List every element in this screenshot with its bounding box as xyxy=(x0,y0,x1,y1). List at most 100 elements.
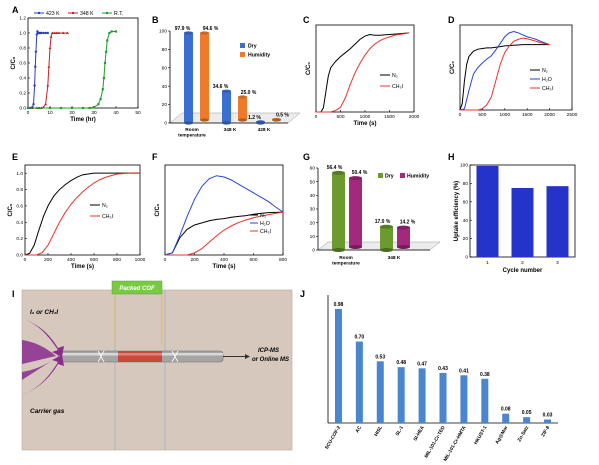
x-tick-label: 2000 xyxy=(544,112,555,118)
panel-letter-g: G xyxy=(303,152,310,162)
x-tick-label: 1 xyxy=(486,260,489,266)
x-tick-label: 2000 xyxy=(409,114,420,120)
bar-value-label: 56.4 % xyxy=(327,165,343,171)
x-tick-label: 1500 xyxy=(384,114,395,120)
x-tick-label: 200 xyxy=(44,257,52,263)
panel-letter-d: D xyxy=(448,15,455,25)
bar-value-label: 0.05 xyxy=(522,410,532,416)
carrier-arrow xyxy=(22,355,64,395)
legend-label: N₂ xyxy=(392,73,398,79)
x-tick-label: 0 xyxy=(24,257,27,263)
category-label: HISL xyxy=(373,425,384,438)
bar-value-label: 0.47 xyxy=(417,361,427,367)
data-point xyxy=(46,31,49,35)
bar-base xyxy=(238,118,247,122)
category-label: MIL-101-Cr-TED xyxy=(424,425,447,460)
panel-letter-f: F xyxy=(152,152,158,162)
series-line-2 xyxy=(165,211,284,256)
legend-label: N₃ xyxy=(260,213,266,219)
bar xyxy=(334,308,342,423)
y-tick-label: 40 xyxy=(162,84,168,90)
bar xyxy=(418,368,426,423)
data-point xyxy=(97,103,100,106)
bar-base xyxy=(332,248,345,252)
y-axis-label: C/C₀ xyxy=(155,203,161,216)
bar-base xyxy=(397,245,410,249)
bar-top xyxy=(380,224,393,229)
bar-base xyxy=(349,245,362,249)
y-tick-label: 0.2 xyxy=(16,236,23,242)
bar-value-label: 1.2 % xyxy=(248,115,261,121)
data-point xyxy=(48,46,52,49)
y-axis-label: C/C₀ xyxy=(8,203,14,216)
series-line-1 xyxy=(164,175,284,256)
legend-label: CH₃I xyxy=(260,229,271,235)
y-tick-label: 40 xyxy=(463,218,469,224)
y-axis-label: C/C₀ xyxy=(306,62,312,75)
bar-value-label: 0.53 xyxy=(375,354,385,360)
bar-value-label: 94.6 % xyxy=(203,26,219,32)
x-axis-label: Cycle number xyxy=(503,268,543,274)
data-point xyxy=(26,106,30,110)
x-tick-label: 500 xyxy=(478,112,486,118)
x-axis-label: Time (s) xyxy=(213,264,236,270)
carrier-label: Carrier gas xyxy=(30,408,65,415)
legend-label: CH₃I xyxy=(392,84,403,90)
x-tick-label: 1000 xyxy=(499,112,510,118)
plot-frame xyxy=(459,24,573,111)
legend-label: H₂O xyxy=(260,221,270,227)
bar-value-label: 97.9 % xyxy=(175,26,191,32)
y-tick-label: 1.2 xyxy=(19,16,26,22)
data-point xyxy=(59,106,63,110)
tube-packed-highlight xyxy=(118,353,162,356)
legend-label: CH₃I xyxy=(542,86,553,92)
bar xyxy=(476,165,499,257)
data-point xyxy=(42,31,45,35)
panel-letter-h: H xyxy=(448,152,455,162)
y-tick-label: 100 xyxy=(460,163,468,169)
x-tick-label: 800 xyxy=(279,257,287,263)
y-tick-label: 0.4 xyxy=(16,220,23,226)
bar xyxy=(332,172,345,250)
data-point xyxy=(66,31,69,34)
bar xyxy=(511,188,534,257)
y-tick-label: 40 xyxy=(310,193,316,199)
data-point xyxy=(44,31,47,35)
category-label: Room xyxy=(185,127,199,133)
x-tick-label: 2 xyxy=(521,260,524,266)
legend-label: R.T. xyxy=(114,11,123,17)
bar xyxy=(222,91,231,123)
y-tick-label: 10 xyxy=(310,234,316,240)
x-tick-label: 800 xyxy=(113,257,121,263)
x-tick-label: 200 xyxy=(190,257,198,263)
panel-letter-j: J xyxy=(300,289,305,299)
bar-base xyxy=(256,121,265,125)
data-point xyxy=(70,106,74,110)
series-line-0 xyxy=(164,211,284,256)
detector-label-2: or Online MS xyxy=(252,357,289,363)
category-label: Zn-Satz xyxy=(517,424,531,443)
diagram-i: Packed COF I₂ or CH₃I Carrier gas ICP-MS or … xyxy=(21,280,293,451)
data-point xyxy=(44,102,47,106)
bar-base xyxy=(380,248,393,252)
x-tick-label: 0 xyxy=(27,110,30,116)
y-tick-label: 1.0 xyxy=(16,171,23,177)
x-tick-label: 600 xyxy=(90,257,98,263)
data-point xyxy=(46,84,50,87)
data-point xyxy=(88,106,91,110)
input-label: I₂ or CH₃I xyxy=(30,309,58,316)
bar-top xyxy=(200,31,209,35)
y-tick-label: 0.0 xyxy=(16,253,23,259)
tube-joint-right xyxy=(171,350,179,363)
x-axis-label: Time (s) xyxy=(354,121,377,127)
bar xyxy=(397,367,405,423)
bar xyxy=(544,419,552,423)
data-point xyxy=(101,88,104,91)
panel-letter-e: E xyxy=(12,152,18,162)
bar xyxy=(184,32,193,123)
x-tick-label: 400 xyxy=(67,257,75,263)
y-tick-label: 80 xyxy=(162,47,168,53)
y-tick-label: 60 xyxy=(162,65,168,71)
